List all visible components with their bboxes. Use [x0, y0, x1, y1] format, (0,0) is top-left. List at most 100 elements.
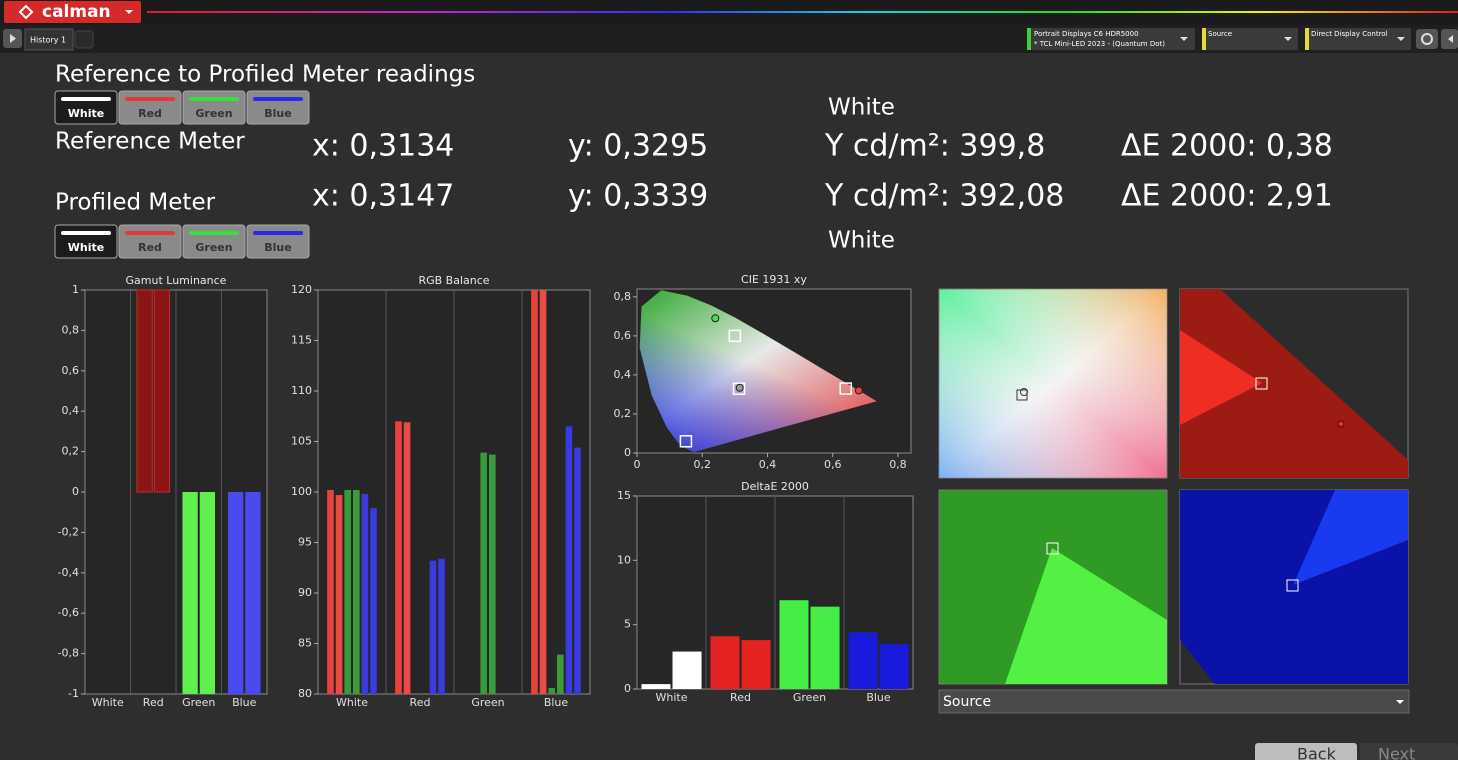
source-dropdown[interactable]: [1202, 28, 1298, 50]
x-tick-label: 0: [634, 458, 641, 471]
y-tick-label: 0,6: [62, 364, 80, 377]
x-tick-label: 0,8: [889, 458, 907, 471]
x-tick-label: 0,6: [824, 458, 842, 471]
next-label: Next: [1378, 745, 1415, 760]
y-tick-label: 0,2: [62, 445, 80, 458]
x-tick-label: White: [656, 691, 688, 704]
x-tick-label: Green: [182, 696, 215, 709]
bar: [327, 489, 334, 694]
y-tick-label: 85: [298, 637, 312, 650]
bar: [548, 687, 555, 694]
y-tick-label: -0,6: [58, 606, 79, 619]
logo-icon: [18, 4, 34, 20]
target-point: [728, 329, 742, 343]
play-icon: [10, 34, 16, 43]
y-tick-label: 80: [298, 687, 312, 700]
caret: [1180, 37, 1188, 41]
target-marker: [1286, 579, 1299, 592]
y-tick-label: 0,8: [614, 290, 632, 303]
color-button-label: Red: [138, 107, 162, 120]
bar: [574, 447, 581, 694]
next-button[interactable]: [1360, 743, 1458, 760]
tab[interactable]: [24, 28, 74, 51]
reference-delta-e: ΔE 2000: 0,38: [1121, 129, 1333, 164]
bar: [370, 508, 377, 694]
reference-x: x: 0,3134: [312, 129, 454, 164]
y-tick-label: 120: [291, 283, 312, 296]
meter-dropdown[interactable]: [1027, 28, 1195, 50]
bar: [182, 492, 198, 694]
red-region: [1180, 289, 1408, 478]
bar: [136, 289, 153, 493]
x-tick-label: Blue: [544, 696, 569, 709]
color-button-label: Blue: [264, 107, 291, 120]
y-tick-label: 0,4: [614, 368, 632, 381]
bar: [710, 636, 740, 689]
x-tick-label: Red: [410, 696, 431, 709]
target-marker: [1046, 542, 1059, 555]
source-indicator: [1202, 28, 1206, 50]
bar: [344, 489, 351, 694]
bar: [395, 421, 402, 694]
bar: [531, 290, 538, 694]
panel-title: Reference to Profiled Meter readings: [55, 62, 475, 88]
color-button-bar: [253, 231, 303, 235]
bar: [565, 426, 573, 694]
chart-title: Gamut Luminance: [126, 274, 227, 287]
red-gamut: [1180, 330, 1262, 425]
chart-title: CIE 1931 xy: [741, 273, 807, 286]
y-tick-label: 90: [298, 586, 312, 599]
back-button[interactable]: [1255, 743, 1357, 760]
color-button-bar: [61, 231, 111, 235]
source-label: Source: [1208, 30, 1232, 38]
reference-selected: White: [828, 95, 895, 121]
back-label: Back: [1297, 745, 1337, 760]
color-button-label: Green: [195, 241, 232, 254]
target-marker: [1016, 389, 1028, 401]
y-tick-label: 0,2: [614, 407, 632, 420]
target-point: [732, 382, 746, 396]
y-tick-label: 10: [617, 553, 631, 566]
add-tab[interactable]: [74, 30, 94, 49]
color-button-label: Red: [138, 241, 162, 254]
logo-button[interactable]: [4, 1, 141, 23]
color-button-bar: [189, 231, 239, 235]
y-tick-label: 5: [624, 618, 631, 631]
y-tick-label: 115: [291, 334, 312, 347]
rainbow-line: [147, 11, 1458, 13]
bar: [438, 558, 445, 694]
chart-title: DeltaE 2000: [741, 480, 809, 493]
bar: [199, 492, 216, 694]
color-button-bar: [189, 97, 239, 101]
display-control-dropdown[interactable]: [1305, 28, 1411, 50]
reference-luminance: Y cd/m²: 399,8: [824, 129, 1045, 164]
y-tick-label: 110: [291, 384, 312, 397]
bar: [672, 651, 702, 689]
y-tick-label: 0,6: [614, 329, 632, 342]
profiled-x: x: 0,3147: [312, 179, 454, 214]
green-gamut: [1005, 548, 1167, 684]
x-tick-label: 0,4: [759, 458, 777, 471]
y-tick-label: 1: [72, 283, 79, 296]
y-tick-label: -0,2: [58, 525, 79, 538]
measured-point: [711, 314, 720, 323]
display-control-indicator: [1305, 28, 1309, 50]
color-button-label: Green: [195, 107, 232, 120]
x-tick-label: 0,2: [693, 458, 711, 471]
settings-button[interactable]: [1416, 29, 1438, 49]
meter-name: Portrait Displays C6 HDR5000: [1034, 30, 1139, 38]
y-tick-label: 15: [617, 489, 631, 502]
spectral-locus-blue: [639, 290, 877, 452]
y-tick-label: 95: [298, 536, 312, 549]
x-tick-label: Blue: [232, 696, 257, 709]
bar: [848, 632, 878, 689]
measured-point: [735, 383, 744, 392]
logo: calman: [42, 2, 111, 22]
source-select[interactable]: [938, 689, 1410, 714]
y-tick-label: 0,8: [62, 323, 80, 336]
color-button-label: Blue: [264, 241, 291, 254]
target-point: [839, 382, 853, 395]
hue-overlay: [939, 289, 1167, 478]
x-tick-label: White: [92, 696, 124, 709]
